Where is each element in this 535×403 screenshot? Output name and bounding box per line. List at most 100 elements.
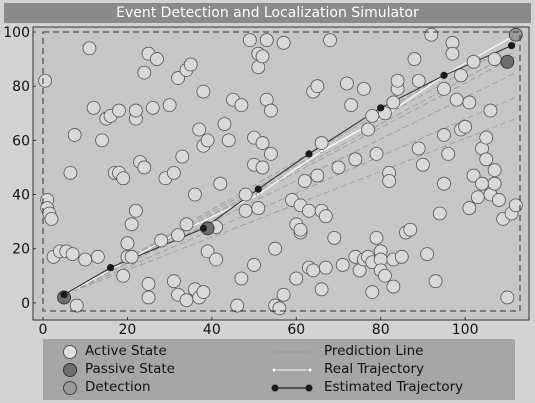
active-node[interactable] <box>128 103 143 118</box>
active-node[interactable] <box>314 136 329 150</box>
active-node[interactable] <box>264 146 278 161</box>
active-node[interactable] <box>137 160 152 175</box>
active-node[interactable] <box>196 285 211 299</box>
simulation-plot[interactable]: 0 20 40 60 80 100 0 20 40 60 80 100 <box>0 0 535 340</box>
active-node[interactable] <box>166 274 181 289</box>
active-node[interactable] <box>209 252 223 267</box>
active-node[interactable] <box>112 103 126 118</box>
active-node[interactable] <box>90 249 105 264</box>
active-node[interactable] <box>242 33 257 48</box>
active-node[interactable] <box>411 141 426 156</box>
active-node[interactable] <box>116 268 131 283</box>
active-node[interactable] <box>386 95 401 110</box>
active-node[interactable] <box>217 117 232 131</box>
active-node[interactable] <box>179 293 194 308</box>
active-node[interactable] <box>116 171 131 186</box>
active-node[interactable] <box>479 152 494 167</box>
active-node[interactable] <box>310 168 325 183</box>
active-node[interactable] <box>335 258 350 272</box>
active-node[interactable] <box>382 174 397 188</box>
active-node[interactable] <box>137 65 152 80</box>
active-node[interactable] <box>500 290 515 305</box>
active-node[interactable] <box>302 203 316 218</box>
active-node[interactable] <box>356 81 371 96</box>
active-node[interactable] <box>416 157 430 172</box>
active-node[interactable] <box>369 230 384 245</box>
active-node[interactable] <box>196 84 211 99</box>
detection-node[interactable] <box>508 27 523 42</box>
active-node[interactable] <box>95 133 109 148</box>
active-node[interactable] <box>247 258 261 272</box>
active-node[interactable] <box>314 282 329 297</box>
active-node[interactable] <box>424 27 439 42</box>
active-node[interactable] <box>145 100 160 115</box>
active-node[interactable] <box>508 198 523 213</box>
active-node[interactable] <box>466 54 481 69</box>
active-node[interactable] <box>491 193 506 207</box>
active-node[interactable] <box>276 287 291 302</box>
active-node[interactable] <box>289 271 304 286</box>
active-node[interactable] <box>238 203 253 218</box>
active-node[interactable] <box>462 201 477 215</box>
active-node[interactable] <box>86 100 101 115</box>
active-node[interactable] <box>340 76 354 91</box>
active-node[interactable] <box>38 73 53 88</box>
active-node[interactable] <box>69 298 84 313</box>
active-node[interactable] <box>378 268 392 283</box>
active-node[interactable] <box>230 298 245 313</box>
active-node[interactable] <box>297 174 312 188</box>
active-node[interactable] <box>318 209 333 224</box>
active-node[interactable] <box>323 33 337 48</box>
active-node[interactable] <box>251 201 266 215</box>
active-node[interactable] <box>78 252 93 267</box>
active-node[interactable] <box>390 73 405 88</box>
active-node[interactable] <box>162 98 177 113</box>
active-node[interactable] <box>234 271 249 286</box>
active-node[interactable] <box>124 217 139 232</box>
active-node[interactable] <box>120 236 135 251</box>
active-node[interactable] <box>188 187 202 202</box>
active-node[interactable] <box>369 146 384 161</box>
active-node[interactable] <box>361 122 375 137</box>
active-node[interactable] <box>454 68 468 83</box>
active-node[interactable] <box>365 109 380 123</box>
active-node[interactable] <box>255 136 270 150</box>
passive-node[interactable] <box>500 54 515 69</box>
active-node[interactable] <box>462 95 477 110</box>
active-node[interactable] <box>293 222 308 237</box>
active-node[interactable] <box>200 133 215 148</box>
active-node[interactable] <box>483 103 498 118</box>
active-node[interactable] <box>403 222 418 237</box>
active-node[interactable] <box>150 52 164 66</box>
active-node[interactable] <box>479 130 494 145</box>
active-node[interactable] <box>466 168 481 183</box>
active-node[interactable] <box>175 149 190 164</box>
active-node[interactable] <box>437 176 451 191</box>
active-node[interactable] <box>445 46 460 61</box>
active-node[interactable] <box>82 41 97 56</box>
active-node[interactable] <box>470 190 485 205</box>
active-node[interactable] <box>67 128 82 142</box>
active-node[interactable] <box>327 230 342 245</box>
active-node[interactable] <box>272 301 287 316</box>
active-node[interactable] <box>407 52 422 66</box>
active-node[interactable] <box>141 277 156 291</box>
active-node[interactable] <box>183 57 198 72</box>
active-node[interactable] <box>437 128 451 142</box>
active-node[interactable] <box>411 73 426 88</box>
active-node[interactable] <box>128 203 143 218</box>
active-node[interactable] <box>213 176 228 191</box>
active-node[interactable] <box>487 163 502 178</box>
active-node[interactable] <box>428 274 443 289</box>
active-node[interactable] <box>171 71 185 85</box>
active-node[interactable] <box>154 233 169 248</box>
active-node[interactable] <box>268 241 283 256</box>
active-node[interactable] <box>310 79 325 94</box>
active-node[interactable] <box>141 290 156 305</box>
active-node[interactable] <box>234 98 249 113</box>
active-node[interactable] <box>238 187 253 202</box>
active-node[interactable] <box>264 103 278 118</box>
active-node[interactable] <box>365 285 380 299</box>
active-node[interactable] <box>487 52 502 66</box>
active-node[interactable] <box>63 165 78 180</box>
